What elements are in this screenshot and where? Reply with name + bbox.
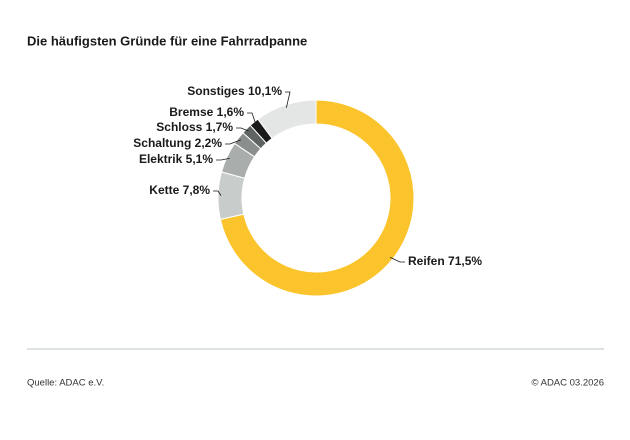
donut-segment [257, 99, 317, 140]
label-name: Schloss [156, 120, 202, 134]
label-name: Schaltung [133, 136, 191, 150]
data-label: Sonstiges 10,1% [187, 84, 282, 98]
label-value: 5,1% [186, 152, 214, 166]
label-name: Kette [149, 183, 179, 197]
label-value: 71,5% [448, 254, 482, 268]
leader-line [216, 157, 230, 161]
data-label: Kette 7,8% [149, 183, 210, 197]
label-value: 2,2% [195, 136, 223, 150]
donut-segment [219, 99, 415, 297]
data-label: Schaltung 2,2% [133, 136, 222, 150]
label-name: Bremse [169, 105, 213, 119]
data-label: Bremse 1,6% [169, 105, 244, 119]
label-value: 1,6% [217, 105, 245, 119]
label-name: Reifen [408, 254, 445, 268]
label-name: Elektrik [139, 152, 183, 166]
chart-title: Die häufigsten Gründe für eine Fahrradpa… [27, 33, 307, 48]
leader-line [389, 257, 405, 263]
label-name: Sonstiges [187, 84, 245, 98]
leader-line [236, 127, 249, 132]
data-label: Schloss 1,7% [156, 120, 233, 134]
label-value: 7,8% [183, 183, 211, 197]
leader-line [247, 112, 257, 125]
credit: © ADAC 03.2026 [532, 378, 605, 389]
data-label: Reifen 71,5% [408, 254, 482, 268]
source: Quelle: ADAC e.V. [27, 378, 104, 389]
leader-line [285, 91, 291, 108]
donut-segment [217, 171, 246, 220]
leader-line [225, 139, 242, 145]
label-value: 1,7% [206, 120, 234, 134]
data-label: Elektrik 5,1% [139, 152, 213, 166]
label-value: 10,1% [248, 84, 282, 98]
leader-line [213, 190, 222, 196]
